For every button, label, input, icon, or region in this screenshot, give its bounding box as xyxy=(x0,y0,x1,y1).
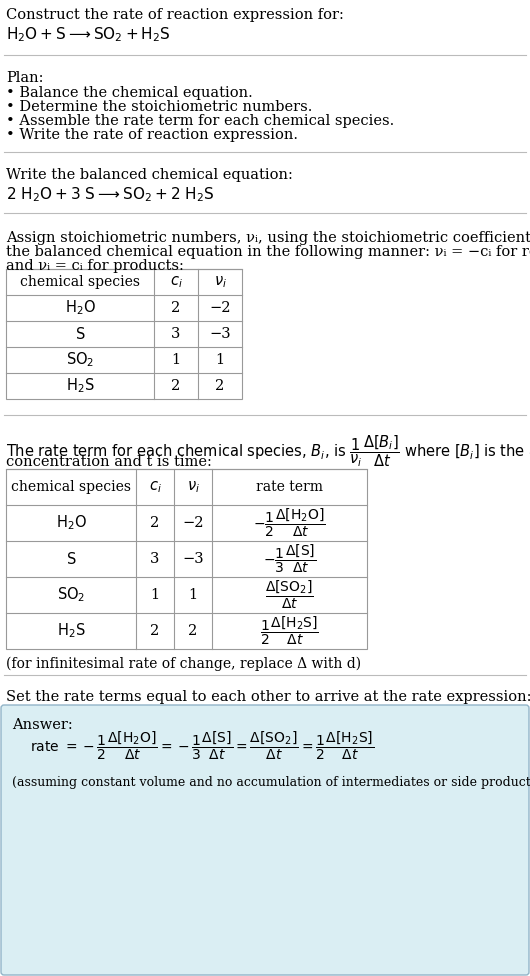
Text: Write the balanced chemical equation:: Write the balanced chemical equation: xyxy=(6,168,293,182)
Text: $\dfrac{1}{2}\dfrac{\Delta[\mathrm{H_2S}]}{\Delta t}$: $\dfrac{1}{2}\dfrac{\Delta[\mathrm{H_2S}… xyxy=(260,615,319,647)
Text: 2: 2 xyxy=(188,624,198,638)
Text: $\dfrac{\Delta[\mathrm{SO_2}]}{\Delta t}$: $\dfrac{\Delta[\mathrm{SO_2}]}{\Delta t}… xyxy=(265,579,314,611)
Text: (for infinitesimal rate of change, replace Δ with d): (for infinitesimal rate of change, repla… xyxy=(6,657,361,671)
Bar xyxy=(6,469,367,649)
Text: rate $= -\dfrac{1}{2}\dfrac{\Delta[\mathrm{H_2O}]}{\Delta t} = -\dfrac{1}{3}\dfr: rate $= -\dfrac{1}{2}\dfrac{\Delta[\math… xyxy=(30,730,374,762)
Bar xyxy=(6,269,242,399)
Text: $\mathrm{SO_2}$: $\mathrm{SO_2}$ xyxy=(57,586,85,604)
Text: $-\dfrac{1}{3}\dfrac{\Delta[\mathrm{S}]}{\Delta t}$: $-\dfrac{1}{3}\dfrac{\Delta[\mathrm{S}]}… xyxy=(263,543,316,575)
Text: 1: 1 xyxy=(189,588,198,602)
Text: and νᵢ = cᵢ for products:: and νᵢ = cᵢ for products: xyxy=(6,259,184,273)
Text: $-\dfrac{1}{2}\dfrac{\Delta[\mathrm{H_2O}]}{\Delta t}$: $-\dfrac{1}{2}\dfrac{\Delta[\mathrm{H_2O… xyxy=(253,507,326,539)
Text: chemical species: chemical species xyxy=(20,275,140,289)
Text: −2: −2 xyxy=(209,301,231,315)
Text: $\mathrm{2\ H_2O + 3\ S \longrightarrow SO_2 + 2\ H_2S}$: $\mathrm{2\ H_2O + 3\ S \longrightarrow … xyxy=(6,185,215,204)
Text: −3: −3 xyxy=(182,552,204,566)
Text: • Determine the stoichiometric numbers.: • Determine the stoichiometric numbers. xyxy=(6,100,312,114)
Text: $c_i$: $c_i$ xyxy=(148,479,162,495)
Text: Set the rate terms equal to each other to arrive at the rate expression:: Set the rate terms equal to each other t… xyxy=(6,690,530,704)
Text: chemical species: chemical species xyxy=(11,480,131,494)
Text: rate term: rate term xyxy=(256,480,323,494)
Text: 1: 1 xyxy=(171,353,181,367)
Text: 3: 3 xyxy=(151,552,160,566)
Text: Plan:: Plan: xyxy=(6,71,43,85)
Text: $\mathrm{H_2O + S \longrightarrow SO_2 + H_2S}$: $\mathrm{H_2O + S \longrightarrow SO_2 +… xyxy=(6,25,171,44)
Text: $\mathrm{S}$: $\mathrm{S}$ xyxy=(66,551,76,567)
Text: 2: 2 xyxy=(151,624,160,638)
Text: Assign stoichiometric numbers, νᵢ, using the stoichiometric coefficients, cᵢ, fr: Assign stoichiometric numbers, νᵢ, using… xyxy=(6,231,530,245)
Text: $\mathrm{H_2S}$: $\mathrm{H_2S}$ xyxy=(57,622,85,640)
Text: 2: 2 xyxy=(171,379,181,393)
Text: 1: 1 xyxy=(215,353,225,367)
Text: 2: 2 xyxy=(215,379,225,393)
Text: 2: 2 xyxy=(151,516,160,530)
Text: −3: −3 xyxy=(209,327,231,341)
Text: $\mathrm{H_2S}$: $\mathrm{H_2S}$ xyxy=(66,377,94,395)
Text: $\mathrm{SO_2}$: $\mathrm{SO_2}$ xyxy=(66,350,94,369)
Text: −2: −2 xyxy=(182,516,204,530)
FancyBboxPatch shape xyxy=(1,705,529,975)
Text: $c_i$: $c_i$ xyxy=(170,274,182,290)
Text: Construct the rate of reaction expression for:: Construct the rate of reaction expressio… xyxy=(6,8,344,22)
Text: Answer:: Answer: xyxy=(12,718,73,732)
Text: 2: 2 xyxy=(171,301,181,315)
Text: • Write the rate of reaction expression.: • Write the rate of reaction expression. xyxy=(6,128,298,142)
Text: • Balance the chemical equation.: • Balance the chemical equation. xyxy=(6,86,253,100)
Text: The rate term for each chemical species, $B_i$, is $\dfrac{1}{\nu_i}\dfrac{\Delt: The rate term for each chemical species,… xyxy=(6,433,530,468)
Text: 3: 3 xyxy=(171,327,181,341)
Text: $\mathrm{H_2O}$: $\mathrm{H_2O}$ xyxy=(56,513,86,532)
Text: $\nu_i$: $\nu_i$ xyxy=(187,479,199,495)
Text: (assuming constant volume and no accumulation of intermediates or side products): (assuming constant volume and no accumul… xyxy=(12,776,530,789)
Text: • Assemble the rate term for each chemical species.: • Assemble the rate term for each chemic… xyxy=(6,114,394,128)
Text: concentration and t is time:: concentration and t is time: xyxy=(6,455,212,469)
Text: $\mathrm{H_2O}$: $\mathrm{H_2O}$ xyxy=(65,299,95,317)
Text: $\nu_i$: $\nu_i$ xyxy=(214,274,226,290)
Text: the balanced chemical equation in the following manner: νᵢ = −cᵢ for reactants: the balanced chemical equation in the fo… xyxy=(6,245,530,259)
Text: 1: 1 xyxy=(151,588,160,602)
Text: $\mathrm{S}$: $\mathrm{S}$ xyxy=(75,326,85,342)
